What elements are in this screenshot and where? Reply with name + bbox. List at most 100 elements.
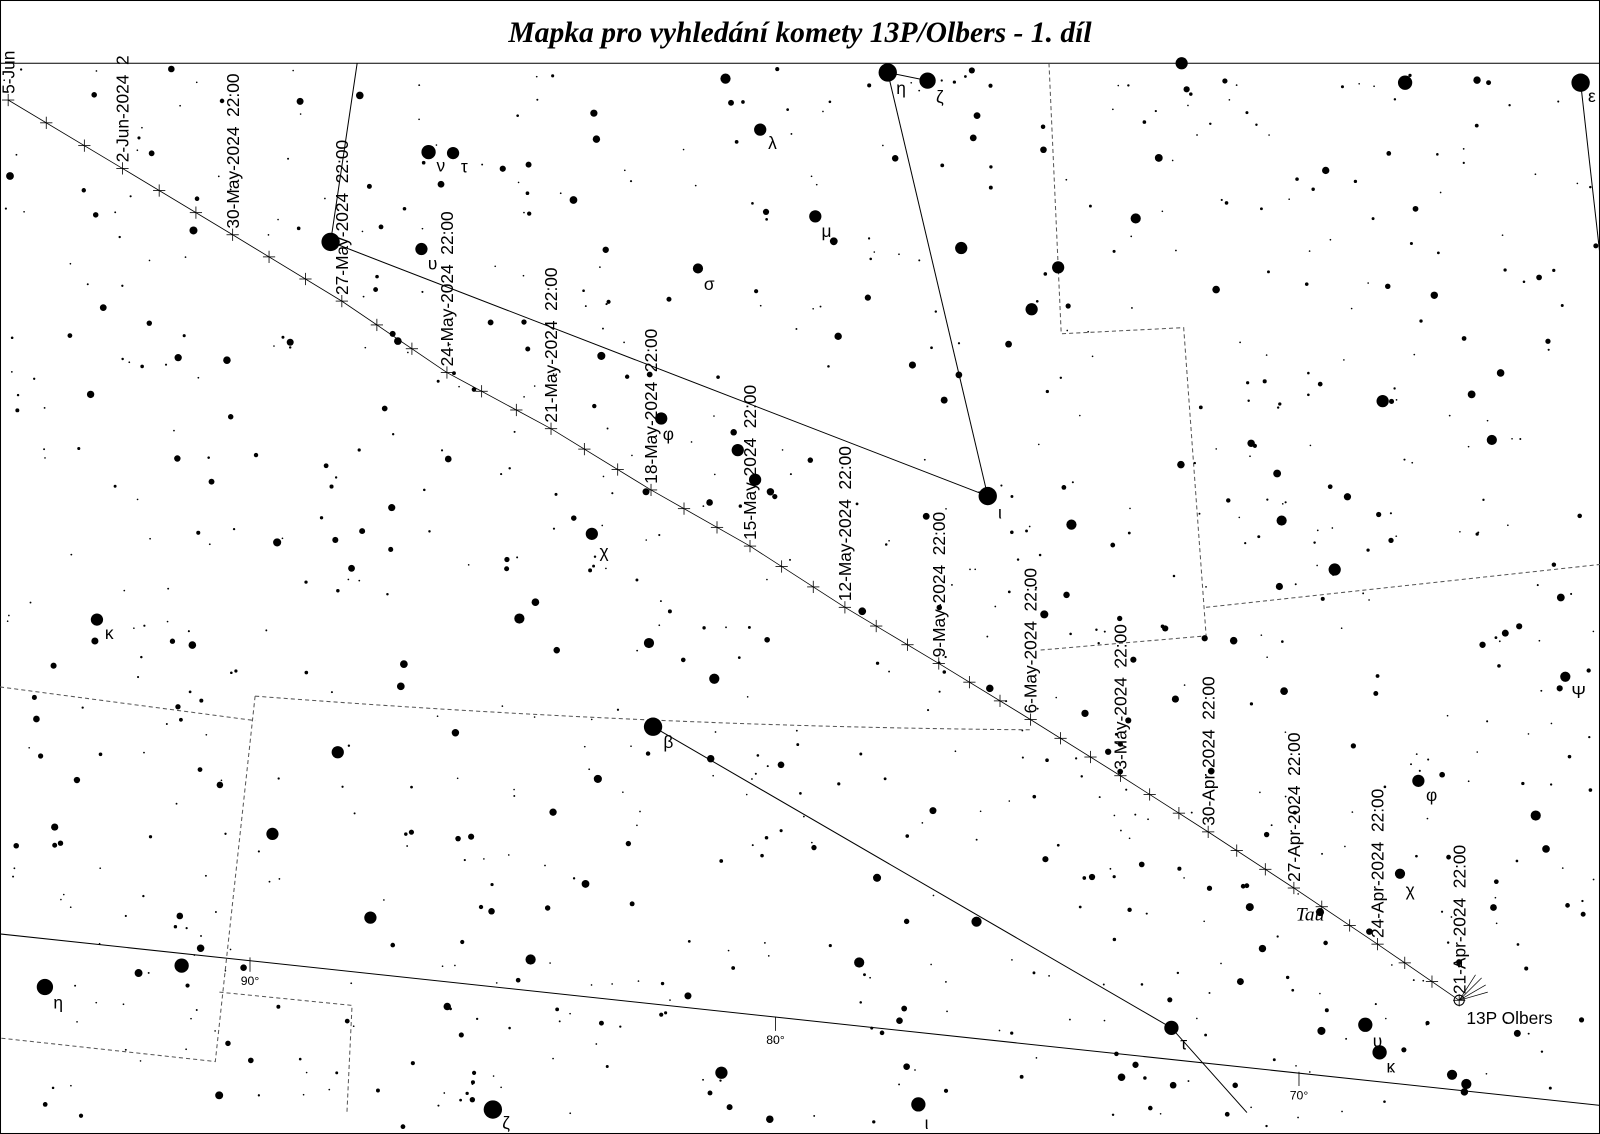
star <box>834 332 842 341</box>
star <box>623 341 625 344</box>
star <box>602 327 604 330</box>
star-label: υ <box>1373 1031 1382 1051</box>
star <box>366 183 372 189</box>
star <box>1292 810 1297 815</box>
star-label: σ <box>704 274 715 294</box>
star <box>1265 354 1268 356</box>
star <box>43 406 46 409</box>
bright-star <box>331 746 344 759</box>
star <box>357 448 361 452</box>
star <box>1276 406 1280 409</box>
star <box>1125 717 1132 724</box>
star <box>69 262 72 265</box>
star <box>1588 736 1591 739</box>
star <box>945 508 947 510</box>
star <box>1410 763 1412 766</box>
star <box>1430 291 1438 299</box>
star <box>1244 542 1247 545</box>
star <box>879 1030 885 1036</box>
star <box>1486 720 1489 723</box>
star <box>257 850 260 853</box>
star <box>513 430 516 433</box>
bright-star <box>1025 303 1038 316</box>
star <box>1103 630 1106 633</box>
star <box>598 1020 604 1026</box>
star <box>1088 204 1092 208</box>
star <box>1205 586 1207 588</box>
date-label: 12-May-2024 22:00 <box>835 446 855 601</box>
star <box>1235 84 1238 87</box>
star <box>418 84 421 87</box>
star <box>766 765 769 768</box>
star <box>507 854 510 856</box>
star <box>16 393 20 397</box>
star <box>1371 217 1375 221</box>
star <box>751 778 753 780</box>
star <box>1450 916 1453 918</box>
star <box>1439 191 1442 194</box>
star <box>1105 748 1112 755</box>
star <box>469 1097 476 1103</box>
star <box>597 351 606 360</box>
star <box>1066 329 1069 332</box>
constellation-label: Tau <box>1296 905 1324 926</box>
star <box>1353 179 1358 184</box>
star <box>1127 84 1130 87</box>
star <box>606 299 611 304</box>
star <box>332 536 339 543</box>
star <box>910 81 913 84</box>
star <box>383 899 385 901</box>
star <box>1350 743 1357 749</box>
star <box>1501 629 1509 637</box>
star <box>1226 498 1231 503</box>
star <box>121 284 124 287</box>
star <box>1374 1003 1377 1006</box>
star-label: λ <box>768 133 777 153</box>
star <box>504 566 510 572</box>
star <box>1503 268 1507 272</box>
star <box>619 1025 622 1028</box>
star <box>588 768 591 771</box>
date-label: 5-Jun <box>0 51 18 94</box>
star <box>1415 753 1418 755</box>
star <box>1358 82 1360 85</box>
star <box>436 379 440 383</box>
star <box>1592 630 1595 633</box>
star <box>1362 592 1365 595</box>
star <box>908 361 917 369</box>
star <box>1114 1051 1119 1057</box>
star <box>1095 628 1098 632</box>
star-label: ι <box>925 1113 929 1133</box>
star <box>174 455 181 462</box>
star <box>719 1079 722 1082</box>
star <box>1540 689 1543 692</box>
star <box>57 840 64 846</box>
star <box>458 385 460 388</box>
star <box>1403 458 1406 461</box>
star <box>1557 100 1560 103</box>
star <box>1581 899 1584 903</box>
star <box>118 235 121 239</box>
star <box>465 1091 469 1096</box>
star <box>407 351 409 354</box>
star <box>951 583 953 586</box>
star <box>536 98 539 101</box>
date-label: 24-Apr-2024 22:00 <box>1368 789 1388 938</box>
star-label: ι <box>998 503 1002 523</box>
star <box>488 908 495 915</box>
star <box>1063 591 1070 599</box>
star <box>1169 1081 1177 1089</box>
star <box>1215 448 1218 450</box>
star <box>1011 959 1013 961</box>
star <box>1538 639 1541 642</box>
star <box>33 715 40 723</box>
date-label: 6-May-2024 22:00 <box>1021 568 1041 713</box>
star <box>1311 187 1315 191</box>
star <box>1154 109 1157 113</box>
star <box>839 482 842 484</box>
star <box>810 175 813 178</box>
star <box>1507 524 1509 527</box>
star <box>1515 859 1519 863</box>
star <box>240 964 247 972</box>
